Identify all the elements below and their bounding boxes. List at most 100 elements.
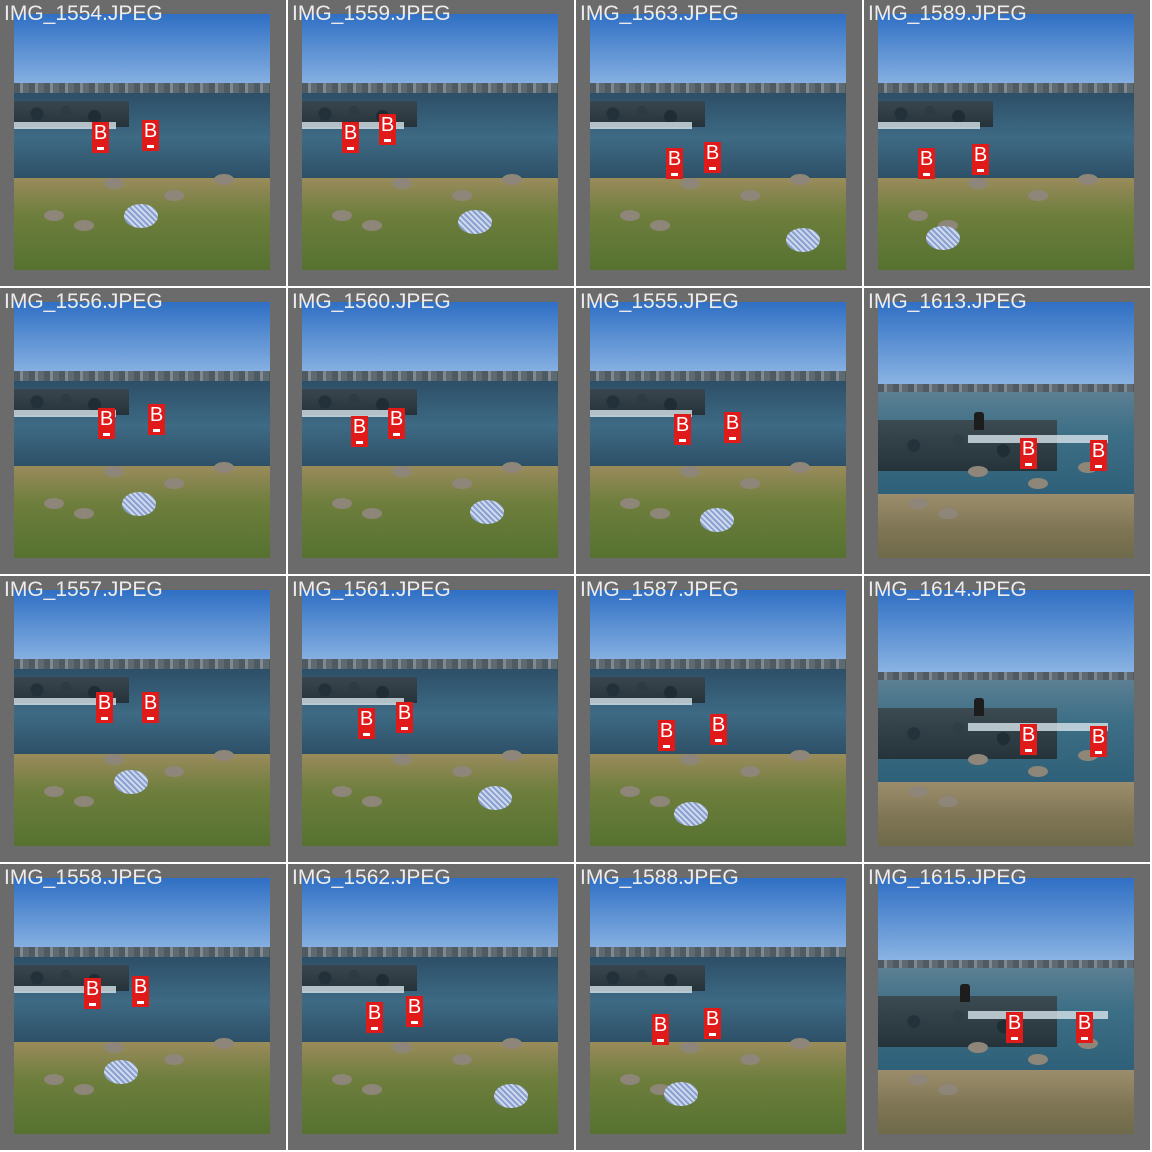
photo-net: [700, 508, 734, 532]
thumbnail-cell[interactable]: B B IMG_1613.JPEG: [864, 288, 1150, 574]
thumbnail-cell[interactable]: B B IMG_1557.JPEG: [0, 576, 286, 862]
thumbnail-cell[interactable]: B B IMG_1587.JPEG: [576, 576, 862, 862]
bounding-marker[interactable]: B: [148, 404, 165, 435]
filename-label: IMG_1588.JPEG: [580, 866, 739, 889]
photo-grass: [302, 465, 558, 558]
thumbnail-cell[interactable]: B B IMG_1614.JPEG: [864, 576, 1150, 862]
bounding-marker[interactable]: B: [972, 144, 989, 175]
photo-stone: [1028, 190, 1048, 201]
photo-rapids: [967, 435, 1109, 443]
bounding-marker[interactable]: B: [351, 416, 368, 447]
thumbnail-cell[interactable]: B B IMG_1615.JPEG: [864, 864, 1150, 1150]
bounding-marker[interactable]: B: [1090, 440, 1107, 471]
bounding-marker[interactable]: B: [1090, 726, 1107, 757]
thumbnail-cell[interactable]: B B IMG_1562.JPEG: [288, 864, 574, 1150]
bounding-marker[interactable]: B: [342, 122, 359, 153]
bounding-marker[interactable]: B: [704, 142, 721, 173]
bounding-marker[interactable]: B: [918, 148, 935, 179]
bounding-marker[interactable]: B: [1006, 1012, 1023, 1043]
bounding-marker[interactable]: B: [406, 996, 423, 1027]
photo-sky: [590, 14, 846, 91]
bounding-marker[interactable]: B: [142, 120, 159, 151]
photo-stone: [650, 1084, 670, 1095]
photo-stone: [214, 462, 234, 473]
bounding-marker[interactable]: B: [366, 1002, 383, 1033]
thumbnail-cell[interactable]: B B IMG_1558.JPEG: [0, 864, 286, 1150]
bounding-marker[interactable]: B: [142, 692, 159, 723]
photo-grass: [590, 177, 846, 270]
photo-stone: [908, 786, 928, 797]
bounding-marker[interactable]: B: [132, 976, 149, 1007]
photo-skyline: [14, 83, 270, 94]
photo-stone: [392, 1042, 412, 1053]
photo-sky: [590, 302, 846, 379]
photo-stone: [452, 1054, 472, 1065]
bounding-marker[interactable]: B: [666, 148, 683, 179]
bounding-marker[interactable]: B: [388, 408, 405, 439]
thumbnail-cell[interactable]: B B IMG_1554.JPEG: [0, 0, 286, 286]
bounding-marker[interactable]: B: [710, 714, 727, 745]
photo-stone: [502, 174, 522, 185]
thumbnail-cell[interactable]: B B IMG_1563.JPEG: [576, 0, 862, 286]
bounding-marker[interactable]: B: [1020, 438, 1037, 469]
bounding-marker[interactable]: B: [724, 412, 741, 443]
bounding-marker[interactable]: B: [396, 702, 413, 733]
photo-stone: [1028, 1054, 1048, 1065]
bounding-marker[interactable]: B: [652, 1014, 669, 1045]
bounding-marker[interactable]: B: [674, 414, 691, 445]
bounding-marker[interactable]: B: [358, 708, 375, 739]
photo-net: [478, 786, 512, 810]
thumbnail-cell[interactable]: B B IMG_1589.JPEG: [864, 0, 1150, 286]
bounding-marker[interactable]: B: [92, 122, 109, 153]
photo-stone: [740, 190, 760, 201]
bounding-marker[interactable]: B: [1076, 1012, 1093, 1043]
photo-stone: [164, 1054, 184, 1065]
photo-stone: [392, 466, 412, 477]
photo-net: [470, 500, 504, 524]
photo-rapids: [590, 409, 693, 418]
photo-sky: [14, 590, 270, 667]
photo-sky: [878, 14, 1134, 91]
photo-rapids: [302, 985, 405, 994]
photo-stone: [908, 1074, 928, 1085]
bounding-marker[interactable]: B: [379, 114, 396, 145]
photo-grass: [878, 177, 1134, 270]
photo-stone: [680, 466, 700, 477]
thumbnail-cell[interactable]: B B IMG_1555.JPEG: [576, 288, 862, 574]
thumbnail-cell[interactable]: B B IMG_1560.JPEG: [288, 288, 574, 574]
thumbnail-cell[interactable]: B B IMG_1559.JPEG: [288, 0, 574, 286]
photo-sky: [590, 590, 846, 667]
photo-rapids: [590, 121, 693, 130]
photo-stone: [332, 786, 352, 797]
thumbnail-cell[interactable]: B B IMG_1556.JPEG: [0, 288, 286, 574]
bounding-marker[interactable]: B: [1020, 724, 1037, 755]
photo-skyline: [590, 947, 846, 958]
bounding-marker[interactable]: B: [98, 408, 115, 439]
thumbnail-cell[interactable]: B B IMG_1561.JPEG: [288, 576, 574, 862]
photo-skyline: [14, 371, 270, 382]
bounding-marker[interactable]: B: [84, 978, 101, 1009]
bounding-marker[interactable]: B: [96, 692, 113, 723]
photo-grass: [302, 177, 558, 270]
photo-net: [104, 1060, 138, 1084]
bounding-marker[interactable]: B: [704, 1008, 721, 1039]
bounding-marker[interactable]: B: [658, 720, 675, 751]
thumbnail-cell[interactable]: B B IMG_1588.JPEG: [576, 864, 862, 1150]
photo-skyline: [302, 659, 558, 670]
